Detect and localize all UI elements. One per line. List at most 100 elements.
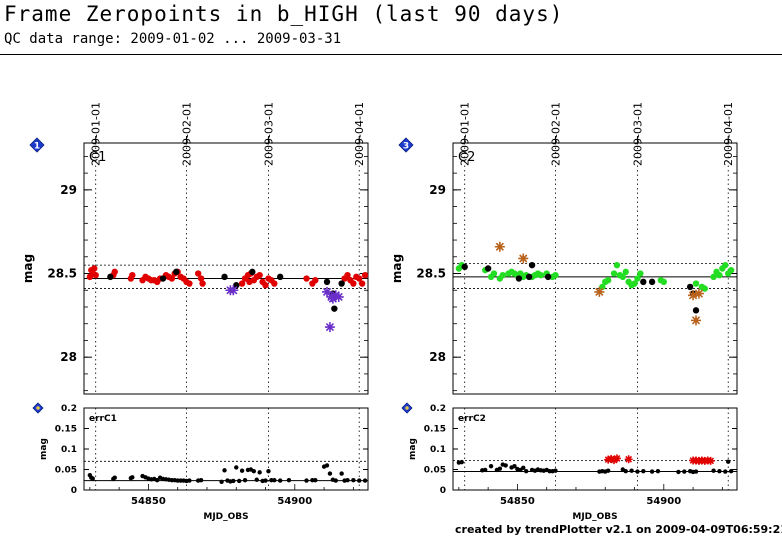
panel-label: C2 [458, 150, 475, 165]
panel-main-left: 2009-01-01 2009-02-01 2009-03-01 2009-04-01… [21, 102, 369, 395]
panel-badge-number: 1 [34, 142, 40, 152]
data-point [111, 268, 118, 276]
data-point [345, 477, 350, 483]
data-point [303, 275, 310, 282]
panel-badge-icon [401, 402, 413, 414]
data-point-outlier [333, 291, 344, 302]
data-point [610, 270, 618, 277]
panel-badge-icon: 1 [29, 137, 45, 153]
data-point [266, 468, 271, 474]
data-point [521, 465, 526, 471]
y-tick-label: 0.2 [430, 404, 446, 414]
data-point [497, 466, 503, 471]
plot-frame [452, 142, 738, 395]
data-point [254, 477, 259, 482]
data-point [238, 280, 246, 287]
data-point-outlier [322, 286, 333, 297]
y-tick-label: 28.5 [47, 267, 77, 281]
data-point [271, 280, 278, 287]
panel-badge-icon: 3 [398, 137, 414, 153]
panel-badge-number: 3 [403, 142, 409, 152]
data-point [552, 271, 559, 279]
data-point [242, 477, 248, 483]
data-point [154, 477, 160, 483]
data-point [528, 261, 536, 269]
data-point-outlier [691, 315, 702, 326]
data-point [717, 468, 722, 474]
data-point [613, 261, 621, 269]
data-point [544, 273, 552, 281]
date-tick-label: 2009-01-01 [459, 102, 472, 166]
date-tick-label: 2009-03-01 [631, 102, 644, 166]
data-point [701, 285, 708, 292]
data-point [488, 464, 494, 469]
panel-badge-icon [32, 402, 44, 414]
data-point [623, 468, 628, 474]
x-axis-label: MJD_OBS [572, 512, 617, 522]
panel-main-right: 2009-01-01 2009-02-01 2009-03-01 2009-04-01… [390, 102, 738, 395]
y-tick-label: 28.5 [416, 267, 446, 281]
data-point-outlier [518, 253, 529, 264]
data-point-outlier [604, 455, 613, 464]
y-tick-label: 0.15 [424, 425, 446, 435]
data-point [503, 463, 508, 468]
data-point [249, 268, 256, 276]
data-point [199, 280, 206, 287]
plot-frame [83, 407, 369, 491]
data-point [515, 275, 523, 282]
data-point [599, 283, 606, 291]
panel-err-left: 0 0.05 0.1 0.15 0.2 54850 54900 MJD_OBS mag errC1 [32, 402, 369, 522]
data-point [361, 271, 369, 279]
data-point-outlier [693, 288, 704, 299]
data-point [168, 275, 176, 282]
data-point [727, 266, 735, 274]
data-point [728, 468, 734, 474]
data-point [323, 278, 331, 286]
y-tick-label: 0.15 [55, 425, 77, 435]
data-point [676, 469, 681, 475]
data-point [711, 468, 716, 473]
y-tick-label: 0 [440, 486, 446, 496]
data-point [159, 275, 167, 282]
data-point-outlier [610, 456, 619, 465]
data-point [233, 282, 240, 289]
data-point [553, 468, 558, 473]
plot-frame [452, 407, 738, 491]
data-point [622, 268, 629, 276]
data-point [362, 478, 368, 483]
data-point [716, 271, 723, 279]
data-point [90, 476, 95, 481]
data-point [263, 478, 268, 483]
data-point [186, 280, 193, 287]
date-tick-label: 2009-02-01 [180, 102, 193, 166]
data-point [91, 265, 98, 272]
data-point [525, 273, 533, 281]
data-point [344, 271, 351, 279]
data-point [660, 278, 668, 286]
data-point [459, 459, 464, 465]
data-point [187, 478, 192, 483]
footer-credit: created by trendPlotter v2.1 on 2009-04-… [455, 523, 782, 536]
data-point [276, 273, 284, 281]
data-point [331, 305, 338, 312]
y-axis-label: mag [390, 254, 404, 283]
plot-frame [83, 142, 369, 395]
data-point [461, 263, 468, 271]
data-point [92, 271, 99, 279]
date-tick-label: 2009-01-01 [90, 102, 103, 166]
data-point [655, 468, 661, 474]
data-point [604, 277, 612, 284]
data-point [356, 275, 363, 282]
data-point [304, 478, 309, 483]
y-tick-label: 0.2 [61, 404, 77, 414]
x-tick-label: 54850 [131, 496, 166, 507]
data-point [490, 270, 498, 277]
panel-label: errC2 [458, 414, 486, 424]
data-point [198, 477, 204, 483]
panel-label: C1 [89, 150, 106, 165]
y-tick-label: 0.05 [55, 466, 77, 476]
data-point [324, 463, 330, 468]
data-point [222, 468, 227, 473]
data-point-outlier [624, 455, 633, 464]
data-point [197, 275, 205, 282]
